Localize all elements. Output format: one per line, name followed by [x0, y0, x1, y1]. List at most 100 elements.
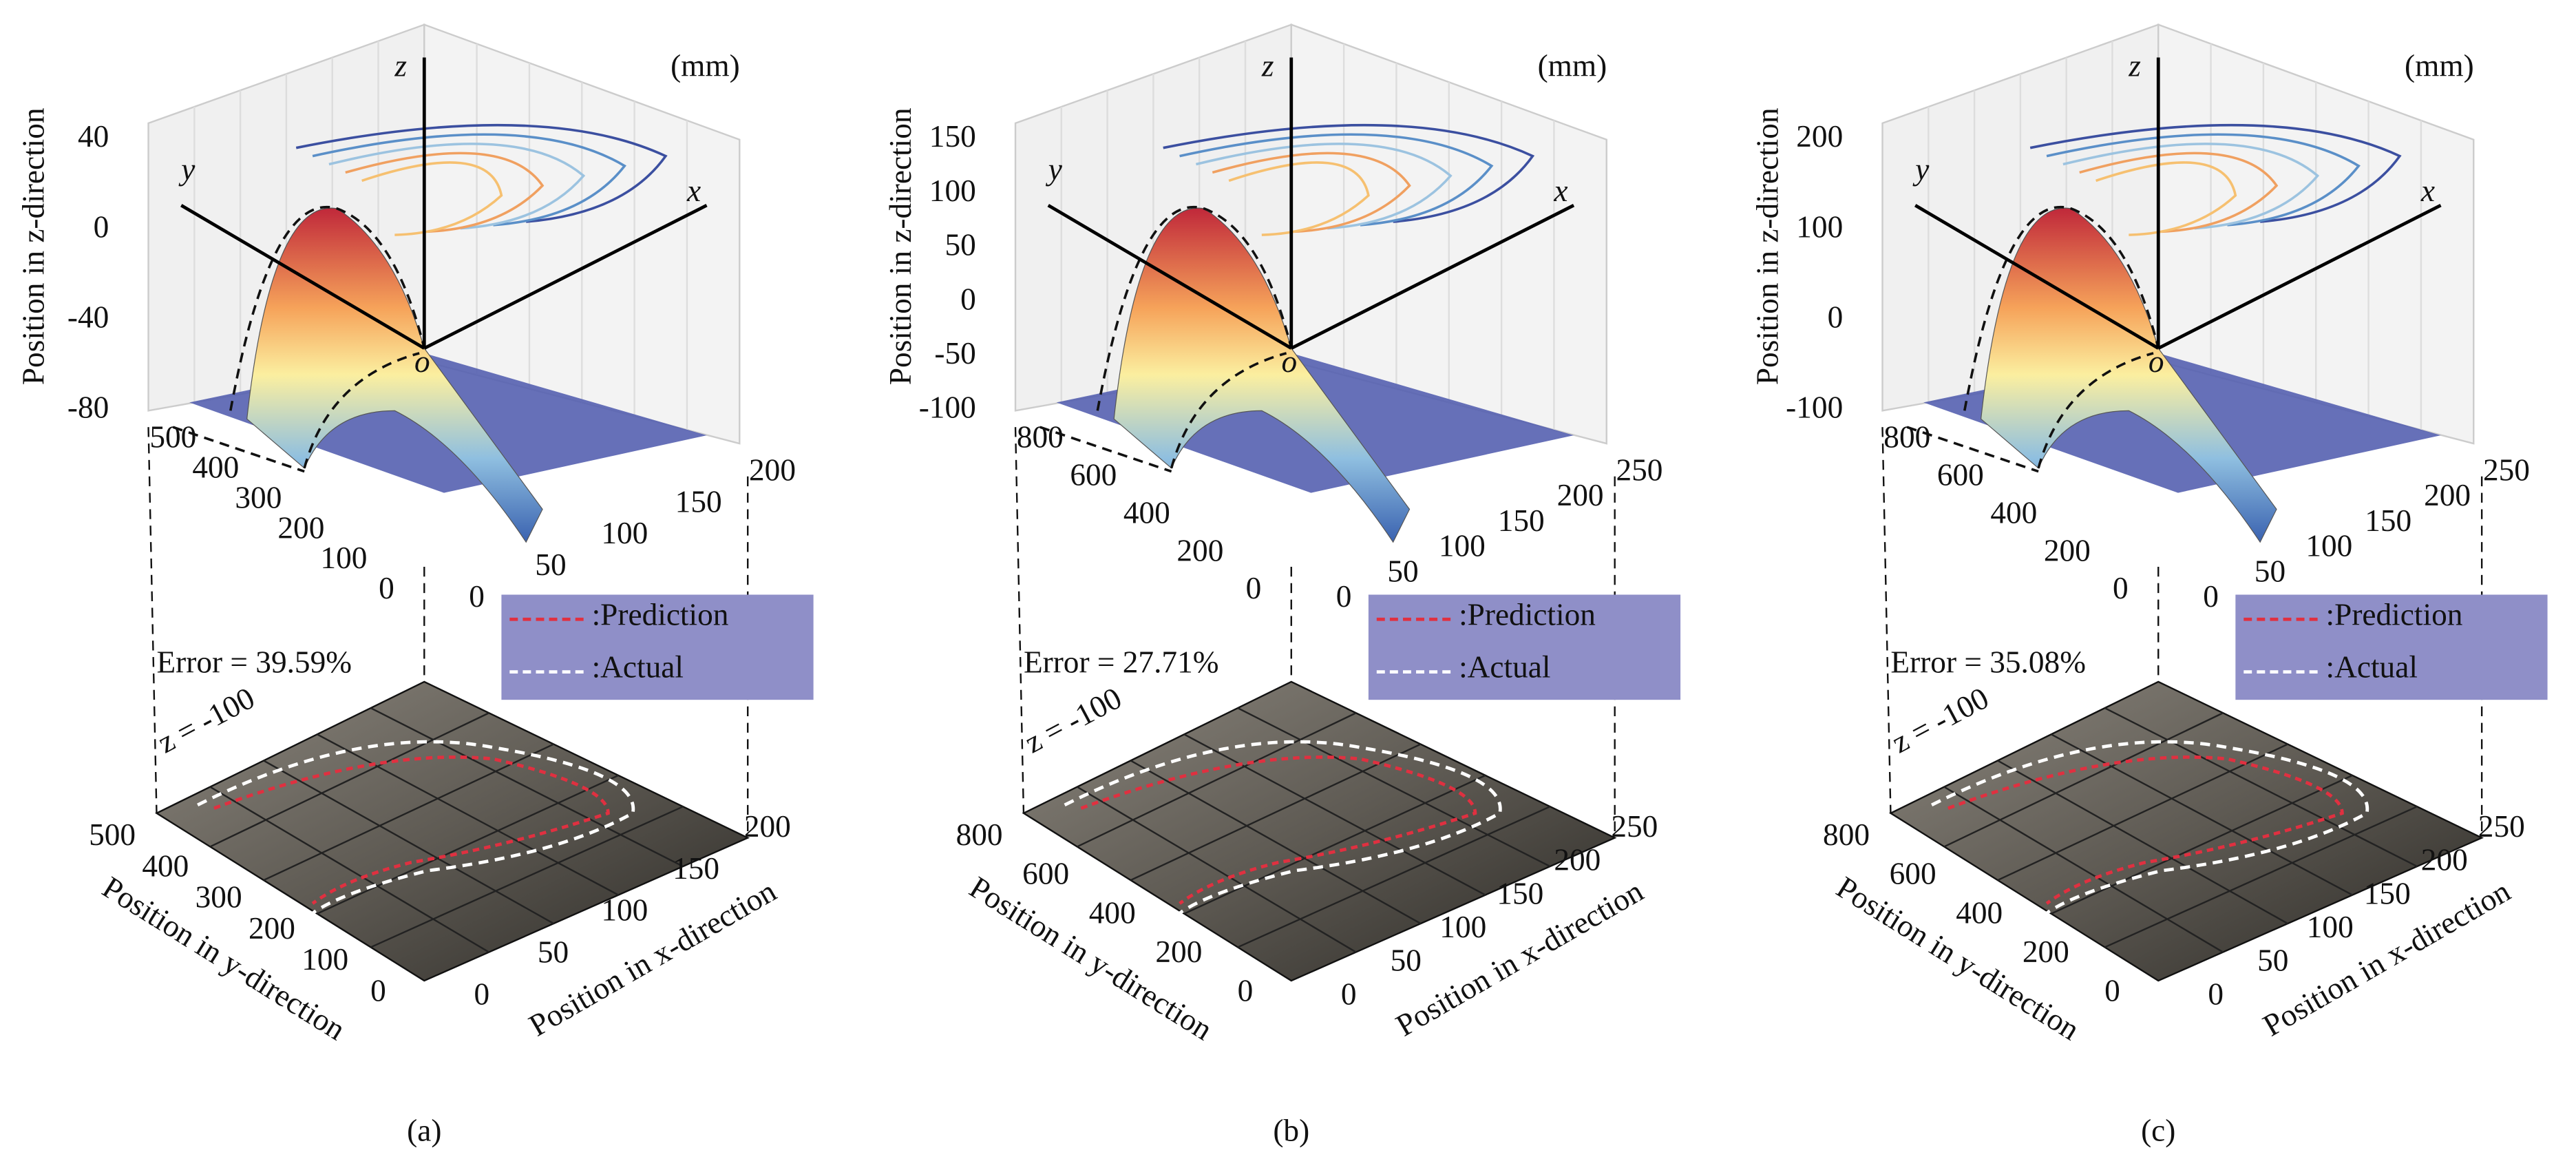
- x-ticks: 50: [1387, 554, 1418, 588]
- z-ticks: -100: [919, 390, 976, 425]
- bottom-x-ticks: 100: [2307, 910, 2354, 944]
- slice-grid: [1943, 786, 2224, 953]
- z-ticks: 0: [94, 209, 109, 244]
- legend-label: :Actual: [1459, 650, 1550, 685]
- slice-grid: [1237, 707, 1551, 868]
- slice-label: z = -100: [152, 680, 260, 760]
- predicted-contour: [213, 755, 610, 905]
- trajectory: [312, 133, 626, 227]
- panel-label: (b): [1273, 1113, 1309, 1147]
- axis-letter: x: [686, 174, 701, 208]
- z-ticks: 150: [929, 119, 976, 154]
- unit: (mm): [671, 49, 740, 83]
- bottom-y-ticks: 800: [1823, 817, 1870, 852]
- y-ticks: 400: [1990, 495, 2037, 530]
- slice-grid: [1130, 743, 1422, 882]
- bottom-y-ticks: 400: [1956, 895, 2003, 930]
- panel: z y x o (mm) Position in z-direction 150 100 50 0…: [883, 23, 1681, 1147]
- axis-letter: z: [2128, 49, 2141, 83]
- slice-image: [155, 680, 750, 982]
- x-ticks: 100: [2305, 529, 2352, 563]
- legend-label: :Actual: [592, 650, 684, 685]
- legend-box: [1368, 594, 1681, 700]
- slice-image: [1888, 680, 2484, 982]
- x-ticks: 100: [1439, 529, 1486, 563]
- slice-grid: [2104, 707, 2418, 868]
- z-ticks: -40: [67, 300, 109, 335]
- trajectory: [2029, 123, 2402, 223]
- axis-letter: o: [414, 344, 430, 379]
- legend-label: :Prediction: [2326, 597, 2463, 632]
- y-ticks: 300: [235, 480, 282, 514]
- y-ticks: 600: [1937, 458, 1984, 492]
- panel: z y x o (mm) Position in z-direction 200 100 0 -1…: [1751, 23, 2548, 1147]
- y-ticks: 800: [1883, 420, 1930, 455]
- surface-outline: [172, 205, 426, 473]
- y-ticks: 600: [1070, 458, 1117, 492]
- bottom-x-ticks: 50: [2257, 943, 2288, 978]
- x-ticks: 250: [1616, 452, 1662, 487]
- actual-contour: [1064, 740, 1502, 921]
- x-ticks: 150: [675, 484, 722, 519]
- bottom-x-ticks: 200: [744, 809, 791, 844]
- bottom-x-ticks: 0: [2208, 977, 2224, 1011]
- slice-grid: [2104, 806, 2418, 948]
- slice-grid: [1237, 806, 1551, 948]
- slice-label: z = -100: [1019, 680, 1127, 760]
- axis-letter: z: [394, 49, 407, 83]
- y-ticks: 400: [192, 450, 239, 485]
- bottom-y-ticks: 600: [1890, 857, 1936, 891]
- x-ticks: 100: [601, 516, 648, 550]
- bottom-x-ticks: 0: [474, 977, 489, 1011]
- bottom-x-ticks: 100: [601, 893, 648, 928]
- projection: [1881, 427, 1892, 813]
- slice-image: [1022, 680, 1617, 982]
- z-ticks: 50: [944, 228, 975, 262]
- y-ticks: 200: [277, 510, 324, 545]
- bottom-x-ticks: 200: [2421, 843, 2468, 877]
- bottom-y-ticks: 200: [2023, 935, 2069, 969]
- trajectory: [361, 161, 503, 236]
- z-title: Position in z-direction: [17, 107, 51, 385]
- trajectory: [1179, 133, 1494, 227]
- slice-grid: [1183, 733, 1486, 896]
- z-ticks: 0: [1828, 300, 1844, 335]
- axis-letter: x: [1553, 174, 1567, 208]
- bottom-y-ticks: 200: [249, 911, 295, 946]
- z-ticks: 100: [1796, 209, 1843, 244]
- error: Error = 27.71%: [1024, 645, 1219, 679]
- legend-box: [2235, 594, 2548, 700]
- axis-arrow: [2157, 204, 2442, 350]
- panel-label: (c): [2141, 1113, 2175, 1147]
- z-ticks: 200: [1796, 119, 1843, 154]
- bottom-y-ticks: 0: [370, 974, 386, 1008]
- error: Error = 35.08%: [1890, 645, 2086, 679]
- bottom-y-ticks: 0: [2104, 974, 2120, 1008]
- legend-box: [501, 594, 814, 700]
- axis-arrow: [180, 204, 425, 350]
- slice-grid: [370, 806, 684, 948]
- error: Error = 39.59%: [156, 645, 352, 679]
- y-ticks: 200: [2044, 533, 2091, 567]
- y-ticks: 0: [2113, 571, 2129, 605]
- axis-letter: x: [2420, 174, 2435, 208]
- trajectory: [2046, 133, 2361, 227]
- bottom-y-ticks: 600: [1022, 857, 1069, 891]
- y-ticks: 100: [320, 541, 367, 575]
- axis-arrow: [1047, 204, 1292, 350]
- z-ticks: -50: [934, 336, 975, 371]
- axis-letter: o: [1281, 344, 1297, 379]
- slice-grid: [1943, 712, 2224, 848]
- slice-grid: [1077, 786, 1357, 953]
- slice-grid: [2051, 733, 2353, 896]
- bottom-y-ticks: 500: [89, 817, 136, 852]
- slice-grid: [1077, 712, 1357, 848]
- x-ticks: 200: [749, 452, 796, 487]
- z-ticks: 40: [78, 119, 109, 154]
- actual-contour: [1930, 740, 2369, 921]
- bottom-x-ticks: 250: [2478, 809, 2525, 844]
- bottom-y-ticks: 300: [196, 880, 242, 915]
- slice-grid: [1997, 743, 2288, 882]
